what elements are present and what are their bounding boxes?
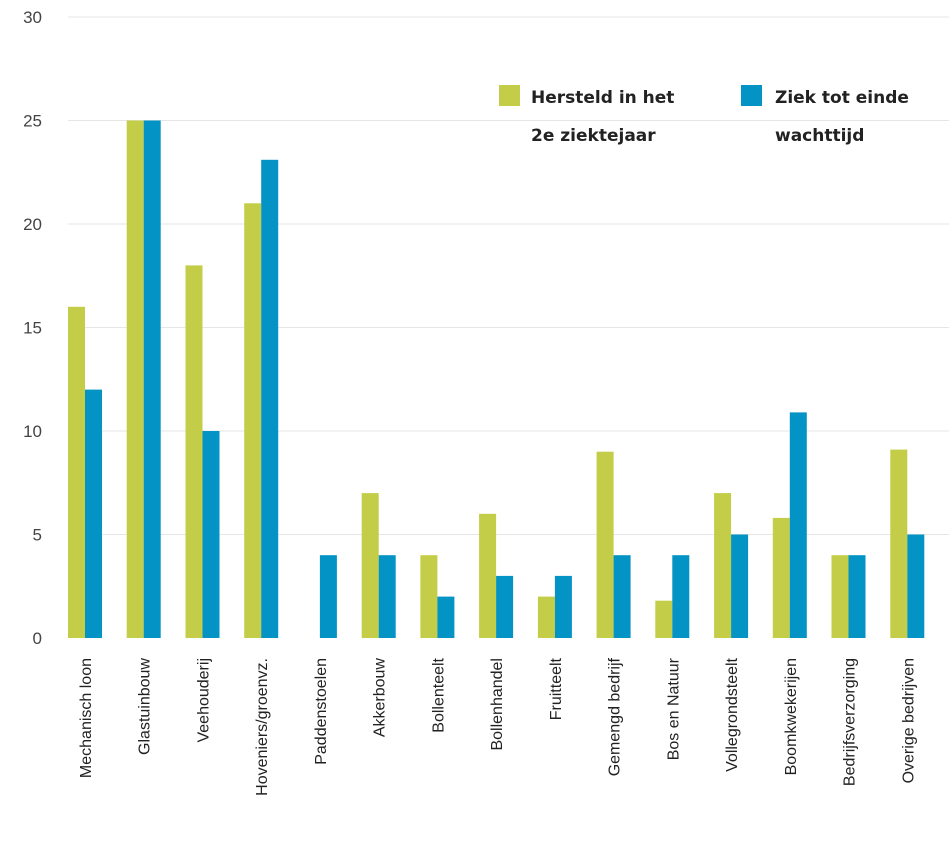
bar-hersteld [126,120,144,638]
legend-label-hersteld-line2: 2e ziektejaar [531,126,656,146]
x-tick-label: Akkerbouw [372,658,389,738]
bar-hersteld [185,265,203,638]
bar-hersteld [537,596,555,638]
x-tick-label: Bollenteelt [430,657,447,732]
bar-ziek [848,555,866,638]
bar-ziek [202,431,220,638]
x-tick-label: Glastuinbouw [137,658,154,755]
bar-hersteld [244,203,262,639]
x-tick-label: Overige bedrijven [900,658,917,783]
bar-hersteld [714,493,732,638]
bar-ziek [437,596,455,638]
bar-hersteld [890,449,908,638]
bar-ziek [496,575,514,638]
legend-label-hersteld-line1: Hersteld in het [531,88,674,108]
bar-hersteld [772,517,790,638]
y-tick-label: 30 [23,8,42,27]
x-tick-label: Veehouderij [196,658,213,743]
x-tick-label: Paddenstoelen [313,658,330,765]
bar-ziek [789,412,807,638]
y-axis-ticks: 0 5 10 15 20 25 30 [23,8,42,648]
x-tick-label: Mechanisch loon [78,658,95,778]
x-tick-label: Bollenhandel [489,658,506,751]
bar-ziek [85,389,102,638]
bar-ziek [731,534,749,638]
bar-hersteld [420,555,438,638]
x-tick-label: Boomkwekerijen [783,658,800,775]
bar-ziek [613,555,631,638]
bar-ziek [554,575,572,638]
legend-label-ziek-line2: wachttijd [775,126,864,146]
bars [68,120,925,639]
legend-label-ziek-line1: Ziek tot einde [775,88,909,108]
legend-swatch-ziek [741,85,762,106]
bar-hersteld [361,493,379,638]
x-tick-label: Hoveniers/groenvz. [254,658,271,796]
bar-ziek [907,534,925,638]
x-tick-label: Bos en Natuur [665,657,682,760]
y-tick-label: 0 [33,629,42,648]
bar-hersteld [831,555,849,638]
x-tick-label: Vollegrondsteelt [724,657,741,771]
y-tick-label: 25 [23,112,42,131]
bar-hersteld [596,451,614,638]
bar-ziek [319,555,337,638]
bar-hersteld [68,306,85,638]
bar-hersteld [655,600,673,638]
y-tick-label: 20 [23,215,42,234]
bar-ziek [143,120,161,638]
legend-swatch-hersteld [499,85,520,106]
bar-ziek [261,159,279,639]
bar-ziek [378,555,396,638]
bar-ziek [672,555,690,638]
bar-hersteld [479,513,497,638]
y-tick-label: 5 [33,526,42,545]
legend: Hersteld in het 2e ziektejaar Ziek tot e… [499,85,909,146]
y-tick-label: 15 [23,319,42,338]
y-tick-label: 10 [23,422,42,441]
x-tick-label: Bedrijfsverzorging [842,658,859,786]
x-axis-ticks: Mechanisch loon Glastuinbouw Veehouderij Ho… [78,657,917,796]
x-tick-label: Fruitteelt [548,657,565,720]
x-tick-label: Gemengd bedrijf [607,657,624,776]
